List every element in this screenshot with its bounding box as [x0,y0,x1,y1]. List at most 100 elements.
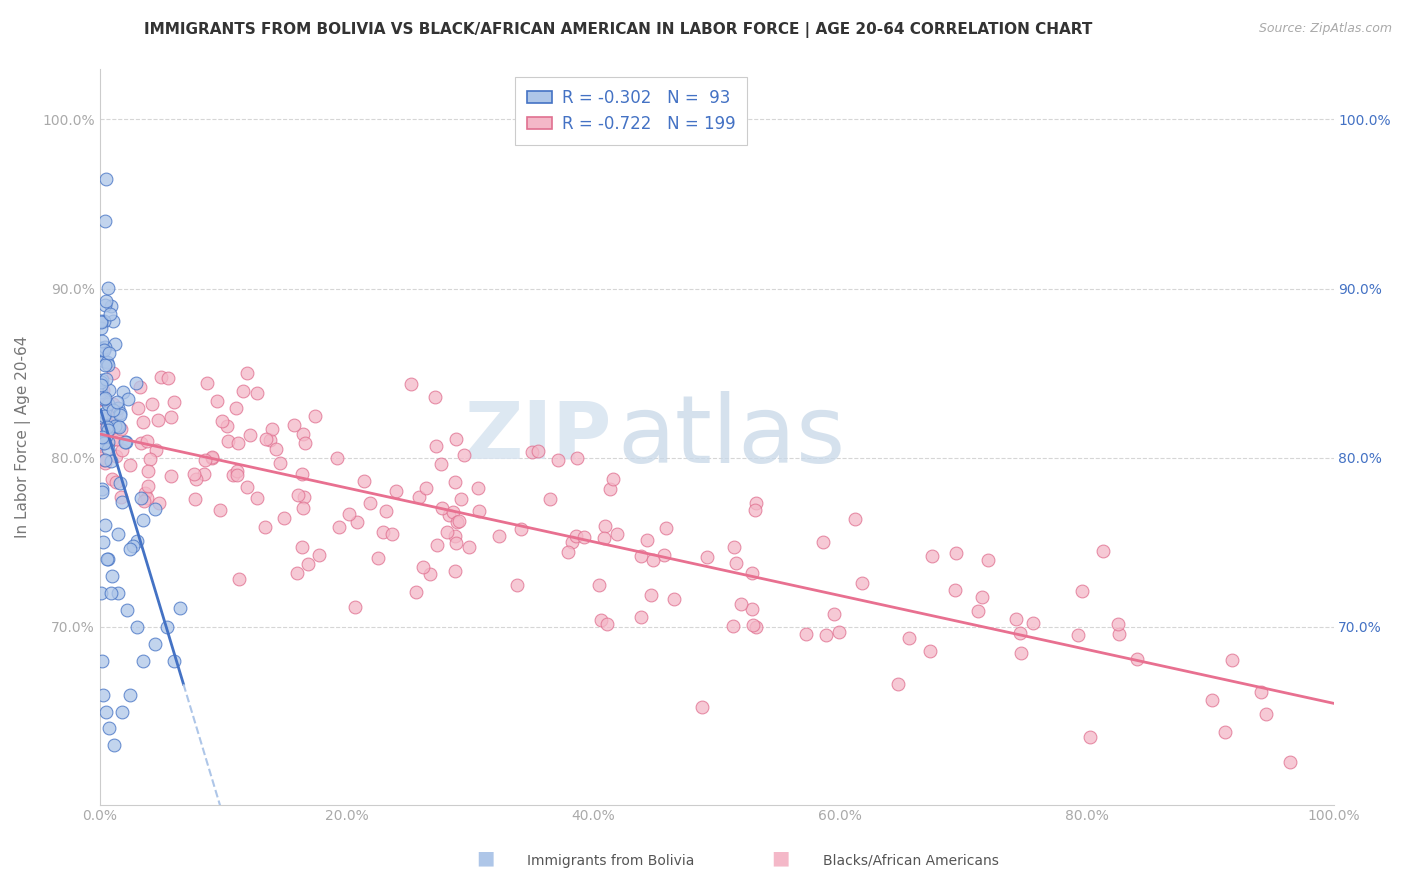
Point [294,436,316,450]
Text: ■: ■ [770,849,790,868]
Point [643,553,665,567]
Point [183,491,205,506]
Point [943,582,966,597]
Point [101,403,124,417]
Point [94,453,117,467]
Point [436,524,458,539]
Point [98,722,121,736]
Point [96,371,118,385]
Text: Immigrants from Bolivia: Immigrants from Bolivia [527,854,695,868]
Point [96,552,118,566]
Point [453,448,475,462]
Point [90,422,112,436]
Point [160,468,183,483]
Point [385,483,408,498]
Point [91,435,114,450]
Point [724,556,747,570]
Point [107,401,129,415]
Point [432,501,454,516]
Point [446,433,468,447]
Point [292,427,315,442]
Point [654,521,676,535]
Point [162,395,184,409]
Point [100,586,122,600]
Point [690,700,713,714]
Point [326,450,349,465]
Text: Source: ZipAtlas.com: Source: ZipAtlas.com [1258,22,1392,36]
Point [90,392,112,406]
Point [1078,730,1101,744]
Point [91,484,114,499]
Point [100,453,122,467]
Point [794,627,817,641]
Point [89,423,111,437]
Point [209,502,232,516]
Point [557,545,579,559]
Point [90,376,112,390]
Point [254,520,277,534]
Point [741,602,763,616]
Point [359,496,381,510]
Point [430,457,453,471]
Point [90,316,112,330]
Point [93,435,115,450]
Point [90,341,112,355]
Point [273,510,295,524]
Point [412,559,434,574]
Text: Blacks/African Americans: Blacks/African Americans [823,854,998,868]
Point [291,467,314,482]
Point [437,508,460,522]
Point [135,434,157,448]
Point [344,599,367,614]
Point [1005,612,1028,626]
Point [90,483,112,497]
Point [94,171,117,186]
Point [105,432,128,446]
Point [156,620,179,634]
Point [346,516,368,530]
Point [236,366,259,380]
Point [110,422,132,436]
Point [399,377,422,392]
Point [408,491,430,505]
Point [606,526,628,541]
Point [405,585,427,599]
Point [97,280,120,294]
Point [741,566,763,581]
Point [160,410,183,425]
Point [596,617,619,632]
Point [897,632,920,646]
Point [145,502,167,516]
Point [90,392,112,406]
Text: atlas: atlas [617,391,846,483]
Point [129,491,152,506]
Point [104,418,127,433]
Point [232,384,254,399]
Point [91,688,114,702]
Point [468,504,491,518]
Point [264,442,287,456]
Point [419,566,441,581]
Point [111,442,134,457]
Point [115,435,138,450]
Point [91,434,114,448]
Point [100,300,122,314]
Point [103,739,125,753]
Point [1010,646,1032,660]
Point [226,436,249,450]
Point [1107,616,1129,631]
Point [117,392,139,407]
Point [96,355,118,369]
Point [136,479,159,493]
Point [1254,707,1277,722]
Point [132,654,155,668]
Point [222,467,245,482]
Point [138,451,160,466]
Text: ZIP: ZIP [464,398,612,475]
Point [93,343,115,358]
Point [246,386,269,401]
Point [150,369,173,384]
Point [101,366,124,380]
Point [136,491,159,505]
Point [308,548,330,562]
